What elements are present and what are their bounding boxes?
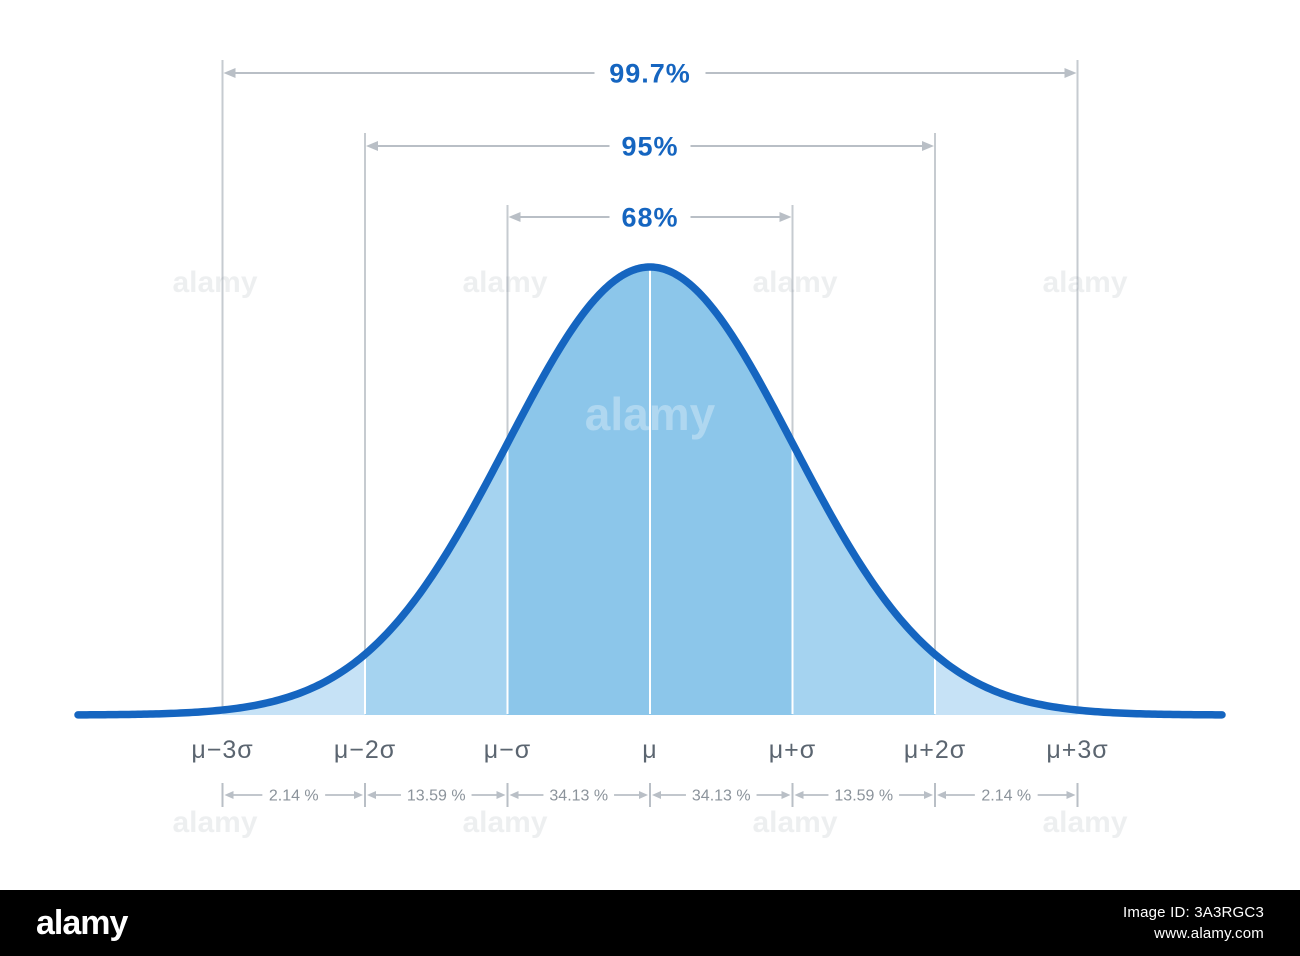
alamy-logo: alamy: [36, 903, 128, 942]
arrowhead-right-icon: [1066, 791, 1076, 799]
arrowhead-left-icon: [366, 141, 378, 151]
arrowhead-right-icon: [781, 791, 791, 799]
arrowhead-right-icon: [924, 791, 933, 799]
arrowhead-right-icon: [639, 791, 648, 799]
watermark-text: alamy: [752, 266, 837, 299]
bell-curve: [74, 263, 1226, 719]
arrowhead-left-icon: [367, 791, 376, 799]
arrowhead-right-icon: [779, 212, 792, 222]
x-tick-label: μ+2σ: [904, 736, 966, 764]
arrowhead-right-icon: [922, 141, 934, 151]
watermark-text: alamy: [1042, 806, 1127, 839]
footer-meta: Image ID: 3A3RGC3 www.alamy.com: [1123, 902, 1264, 944]
segment-label: 13.59 %: [834, 788, 893, 805]
fill-region: [935, 654, 1078, 715]
segment-label: 2.14 %: [981, 788, 1031, 805]
arrowhead-right-icon: [354, 791, 363, 799]
x-tick-label: μ: [642, 736, 657, 764]
normal-distribution-chart: 99.7% 95% 68% 2.14 % 13.59 % 34.13 % 34.13 % 13…: [74, 59, 1226, 839]
segment-label: 2.14 %: [269, 788, 319, 805]
segment-label: 34.13 %: [549, 788, 608, 805]
arrowhead-left-icon: [652, 791, 661, 799]
arrowhead-right-icon: [496, 791, 506, 799]
watermark-text: alamy: [1042, 266, 1127, 299]
website-text: www.alamy.com: [1154, 925, 1264, 942]
x-tick-label: μ+σ: [769, 736, 816, 764]
watermark-text: alamy: [462, 806, 547, 839]
x-tick-label: μ−3σ: [191, 736, 253, 764]
arrowhead-left-icon: [224, 791, 234, 799]
watermark-text: alamy: [172, 266, 257, 299]
arrowhead-left-icon: [508, 212, 521, 222]
x-tick-label: μ+3σ: [1046, 736, 1108, 764]
x-tick-label: μ−2σ: [334, 736, 396, 764]
watermark-text: alamy: [752, 806, 837, 839]
coverage-label: 95%: [621, 132, 678, 162]
watermark-text: alamy: [172, 806, 257, 839]
segment-label: 34.13 %: [692, 788, 751, 805]
coverage-label: 68%: [621, 203, 678, 233]
image-id-text: Image ID: 3A3RGC3: [1123, 904, 1264, 921]
arrowhead-left-icon: [937, 791, 946, 799]
alamy-footer-bar: alamy Image ID: 3A3RGC3 www.alamy.com: [0, 890, 1300, 956]
segment-label: 13.59 %: [407, 788, 466, 805]
watermark-text: alamy: [585, 388, 716, 440]
arrowhead-left-icon: [509, 791, 519, 799]
coverage-label: 99.7%: [609, 59, 691, 89]
arrowhead-right-icon: [1064, 68, 1077, 78]
x-tick-label: μ−σ: [484, 736, 531, 764]
fill-region: [222, 654, 365, 715]
arrowhead-left-icon: [223, 68, 236, 78]
arrowhead-left-icon: [794, 791, 804, 799]
watermark-text: alamy: [462, 266, 547, 299]
